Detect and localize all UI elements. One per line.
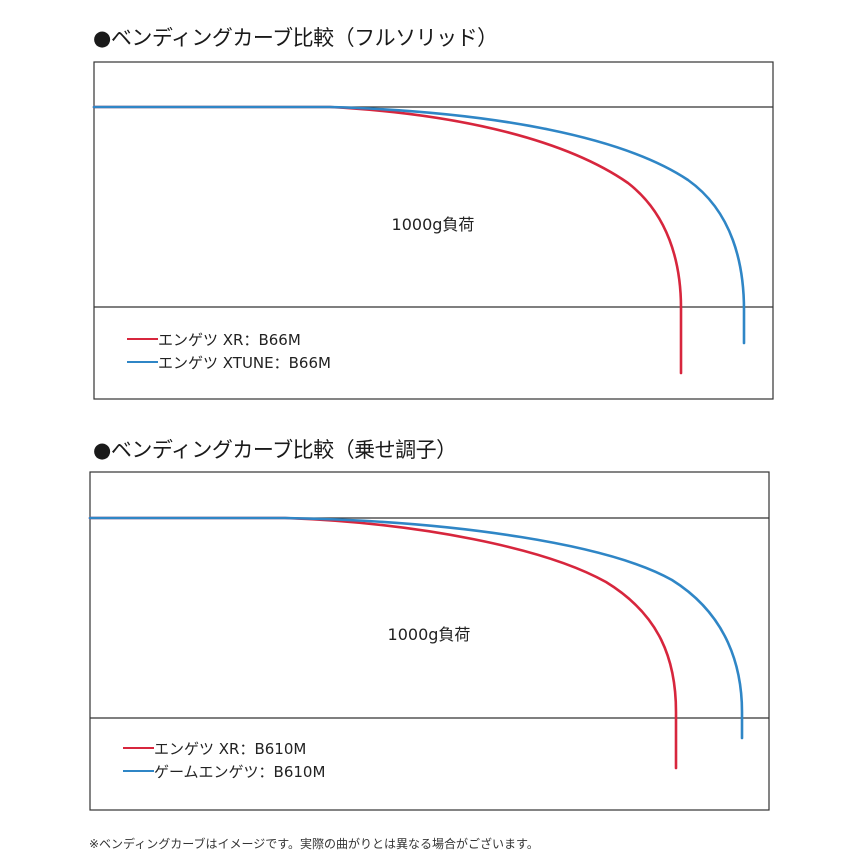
series-line-engetsu-xr-b610m: [88, 516, 678, 770]
legend-label-engetsu-xr-b66m: エンゲツ XR：B66M: [158, 331, 301, 349]
series-line-game-engetsu-b610m: [88, 516, 744, 740]
legend-label-game-engetsu-b610m: ゲームエンゲツ：B610M: [154, 763, 325, 781]
chart-frame: [93, 61, 774, 400]
footnote: ※ベンディングカーブはイメージです。実際の曲がりとは異なる場合がございます。: [89, 837, 539, 851]
load-annotation: 1000g負荷: [388, 625, 471, 644]
legend-label-engetsu-xtune-b66m: エンゲツ XTUNE：B66M: [158, 354, 331, 372]
chart-panel-1: 1000g負荷 エンゲツ XR：B66M エンゲツ XTUNE：B66M: [92, 61, 774, 400]
chart-panel-2: 1000g負荷 エンゲツ XR：B610M ゲームエンゲツ：B610M: [88, 471, 770, 811]
chart-title-nose-choshi: ●ベンディングカーブ比較（乗せ調子）: [93, 438, 457, 462]
chart-frame: [89, 471, 770, 811]
load-annotation: 1000g負荷: [392, 215, 475, 234]
legend-label-engetsu-xr-b610m: エンゲツ XR：B610M: [154, 740, 306, 758]
series-line-engetsu-xr-b66m: [92, 105, 683, 375]
series-line-engetsu-xtune-b66m: [92, 105, 746, 345]
chart-title-full-solid: ●ベンディングカーブ比較（フルソリッド）: [93, 26, 498, 50]
